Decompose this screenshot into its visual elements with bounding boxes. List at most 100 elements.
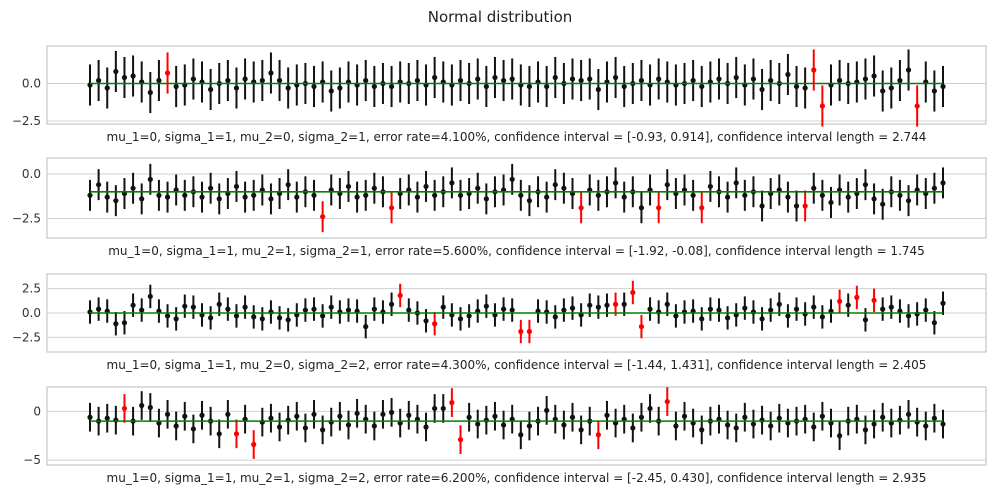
error-point xyxy=(837,298,843,304)
data-point xyxy=(164,411,171,417)
y-tick-label: 0.0 xyxy=(22,306,41,320)
data-point xyxy=(828,199,834,206)
data-point xyxy=(612,180,619,186)
error-point xyxy=(595,432,601,438)
data-point xyxy=(750,76,757,82)
data-point xyxy=(905,67,912,73)
data-point xyxy=(802,85,808,91)
y-tick-label: 0 xyxy=(33,404,41,418)
data-point xyxy=(345,183,352,190)
data-point xyxy=(345,422,352,428)
data-point xyxy=(630,425,636,431)
data-point xyxy=(164,313,171,319)
data-point xyxy=(432,405,438,412)
data-point xyxy=(371,306,377,312)
data-point xyxy=(940,83,946,90)
error-point xyxy=(664,399,670,405)
data-point xyxy=(475,421,481,427)
data-point xyxy=(457,316,464,322)
error-point xyxy=(699,205,705,211)
data-point xyxy=(475,185,481,191)
data-point xyxy=(311,83,317,90)
data-point xyxy=(940,300,946,306)
data-point xyxy=(130,185,136,191)
data-point xyxy=(182,303,188,309)
data-point xyxy=(147,404,153,411)
data-point xyxy=(793,203,800,209)
data-point xyxy=(897,192,903,198)
data-point xyxy=(724,315,731,321)
data-point xyxy=(432,192,438,198)
data-point xyxy=(776,301,782,307)
data-point xyxy=(363,77,369,84)
data-point xyxy=(897,77,903,84)
data-point xyxy=(544,309,550,315)
data-point xyxy=(595,304,601,310)
data-point xyxy=(905,411,912,417)
data-point xyxy=(354,194,360,200)
data-point xyxy=(130,73,136,79)
data-point xyxy=(440,405,446,412)
data-point xyxy=(156,77,162,84)
data-point xyxy=(251,314,257,320)
data-point xyxy=(647,306,653,312)
data-point xyxy=(311,306,317,312)
data-point xyxy=(87,309,93,315)
data-point xyxy=(225,306,231,312)
data-point xyxy=(612,74,619,81)
data-point xyxy=(294,194,300,200)
data-point xyxy=(276,424,283,430)
data-point xyxy=(483,83,489,90)
data-point xyxy=(707,306,713,312)
data-point xyxy=(388,83,395,90)
error-point xyxy=(320,214,326,220)
data-point xyxy=(337,309,343,315)
data-point xyxy=(96,182,102,188)
data-point xyxy=(406,412,412,418)
error-point xyxy=(578,205,584,211)
error-point xyxy=(656,205,662,211)
data-point xyxy=(285,417,291,423)
error-point xyxy=(526,328,533,335)
data-point xyxy=(96,77,102,84)
error-point xyxy=(233,431,240,437)
data-point xyxy=(569,305,576,311)
data-point xyxy=(242,304,248,310)
figure-title: Normal distribution xyxy=(428,8,573,26)
data-point xyxy=(716,76,722,82)
data-point xyxy=(208,315,214,321)
data-point xyxy=(940,421,946,427)
data-point xyxy=(526,423,533,429)
error-point xyxy=(388,205,395,211)
data-point xyxy=(104,85,110,91)
data-point xyxy=(302,307,309,313)
data-point xyxy=(888,85,894,91)
data-point xyxy=(871,421,877,427)
data-point xyxy=(587,302,593,308)
data-point xyxy=(819,192,825,198)
data-point xyxy=(544,83,550,90)
error-point xyxy=(802,203,808,209)
data-point xyxy=(190,426,196,432)
data-point xyxy=(276,315,283,321)
data-point xyxy=(811,185,817,191)
data-point xyxy=(811,304,817,310)
data-point xyxy=(251,192,257,198)
data-point xyxy=(552,74,558,81)
data-point xyxy=(242,194,248,200)
data-point xyxy=(862,317,869,323)
data-point xyxy=(311,192,317,198)
y-tick-label: −2.5 xyxy=(12,114,41,128)
data-point xyxy=(518,192,524,198)
subplot-1: 0.0 −2.5 mu_1=0, sigma_1=1, mu_2=0, sigma_… xyxy=(12,45,987,144)
data-point xyxy=(664,182,670,188)
data-point xyxy=(371,185,377,191)
error-point xyxy=(612,301,619,307)
axes-frame xyxy=(46,45,987,125)
data-point xyxy=(276,77,283,84)
data-point xyxy=(897,417,903,423)
data-point xyxy=(733,425,739,431)
data-point xyxy=(871,196,877,202)
data-point xyxy=(518,432,524,438)
data-point xyxy=(268,196,274,202)
